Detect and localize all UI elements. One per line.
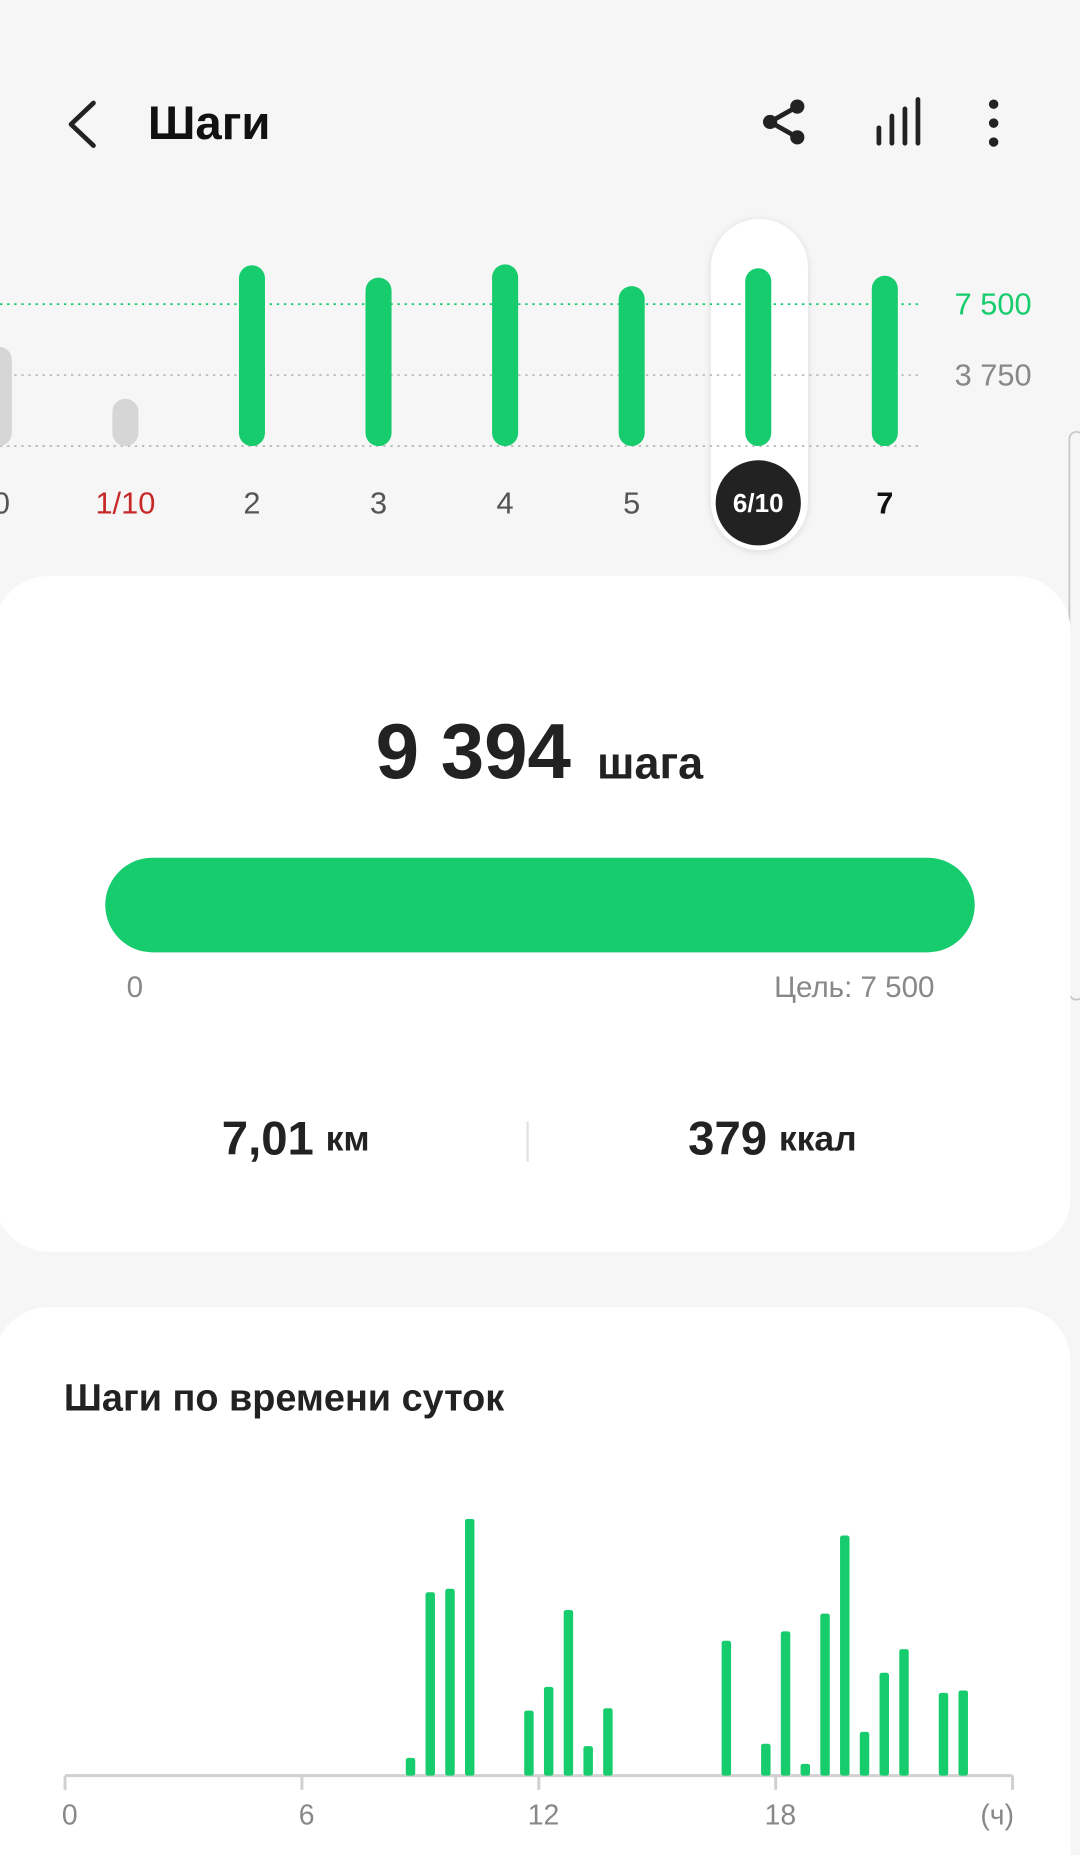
calories: 379 ккал bbox=[688, 1112, 857, 1165]
hourly-chart: 0 6 12 18 (ч) bbox=[62, 1518, 1015, 1832]
x-tick-label: 2 bbox=[243, 485, 260, 520]
x-tick-label: 1/10 bbox=[95, 485, 155, 520]
more-button[interactable] bbox=[988, 99, 999, 147]
bar bbox=[524, 1710, 534, 1776]
bar bbox=[859, 1731, 870, 1776]
distance: 7,01 км bbox=[222, 1112, 370, 1165]
bar bbox=[405, 1757, 416, 1776]
bar bbox=[899, 1649, 909, 1776]
x-tick-label: 4 bbox=[497, 485, 514, 520]
x-tick-label: 6/10 bbox=[733, 488, 784, 518]
bar bbox=[958, 1690, 968, 1776]
y-tick-label: 7 500 bbox=[955, 287, 1032, 322]
bar bbox=[238, 265, 265, 447]
x-tick-label: 5 bbox=[623, 485, 640, 520]
calories-unit: ккал bbox=[779, 1119, 857, 1159]
bar bbox=[780, 1631, 791, 1776]
daily-chart: 3 750 7 500 0 1/10 2 3 4 5 6/10 7 bbox=[0, 264, 1032, 546]
x-tick-label: 0 bbox=[62, 1800, 78, 1832]
x-tick-label: 12 bbox=[528, 1800, 560, 1832]
bar bbox=[543, 1686, 554, 1776]
back-button[interactable] bbox=[68, 100, 96, 148]
bar bbox=[603, 1708, 613, 1776]
progress-min: 0 bbox=[127, 971, 143, 1004]
steps-unit: шага bbox=[597, 737, 704, 788]
x-tick-label: 0 bbox=[0, 485, 10, 520]
progress-bar bbox=[105, 857, 975, 953]
bar bbox=[492, 264, 519, 447]
distance-value: 7,01 bbox=[222, 1112, 314, 1165]
share-button[interactable] bbox=[762, 99, 805, 145]
selected-day-marker bbox=[715, 460, 801, 546]
x-tick-label: 3 bbox=[370, 485, 387, 520]
x-tick-label: 7 bbox=[876, 485, 893, 520]
bar bbox=[464, 1518, 475, 1776]
bar bbox=[761, 1743, 771, 1776]
bar bbox=[563, 1610, 574, 1776]
x-tick-label: (ч) bbox=[980, 1800, 1014, 1832]
bar bbox=[112, 398, 139, 447]
x-tick-label: 6 bbox=[299, 1800, 315, 1832]
progress-goal: Цель: 7 500 bbox=[774, 971, 934, 1004]
calories-value: 379 bbox=[688, 1112, 767, 1165]
hourly-card bbox=[0, 1307, 1071, 1855]
steps-value: 9 394 bbox=[376, 707, 571, 795]
bar bbox=[425, 1592, 435, 1776]
bar bbox=[0, 346, 12, 446]
bar bbox=[745, 268, 772, 447]
bar bbox=[583, 1746, 593, 1776]
y-tick-label: 3 750 bbox=[955, 358, 1032, 393]
page-title: Шаги bbox=[148, 97, 271, 150]
x-tick-label: 18 bbox=[765, 1800, 797, 1832]
hourly-title: Шаги по времени суток bbox=[64, 1378, 504, 1420]
bar bbox=[721, 1640, 732, 1776]
bar bbox=[365, 277, 392, 447]
bar bbox=[445, 1588, 455, 1776]
bar bbox=[879, 1672, 889, 1776]
scrollbar bbox=[1068, 430, 1080, 1001]
bar bbox=[618, 286, 645, 447]
bar bbox=[938, 1692, 949, 1776]
distance-unit: км bbox=[326, 1119, 370, 1159]
bar bbox=[871, 275, 898, 447]
steps-total: 9 394 шага bbox=[376, 707, 705, 795]
bar bbox=[820, 1613, 830, 1776]
progress bbox=[105, 857, 975, 953]
bar bbox=[840, 1535, 850, 1776]
trends-button[interactable] bbox=[876, 97, 921, 146]
bar bbox=[800, 1763, 811, 1776]
